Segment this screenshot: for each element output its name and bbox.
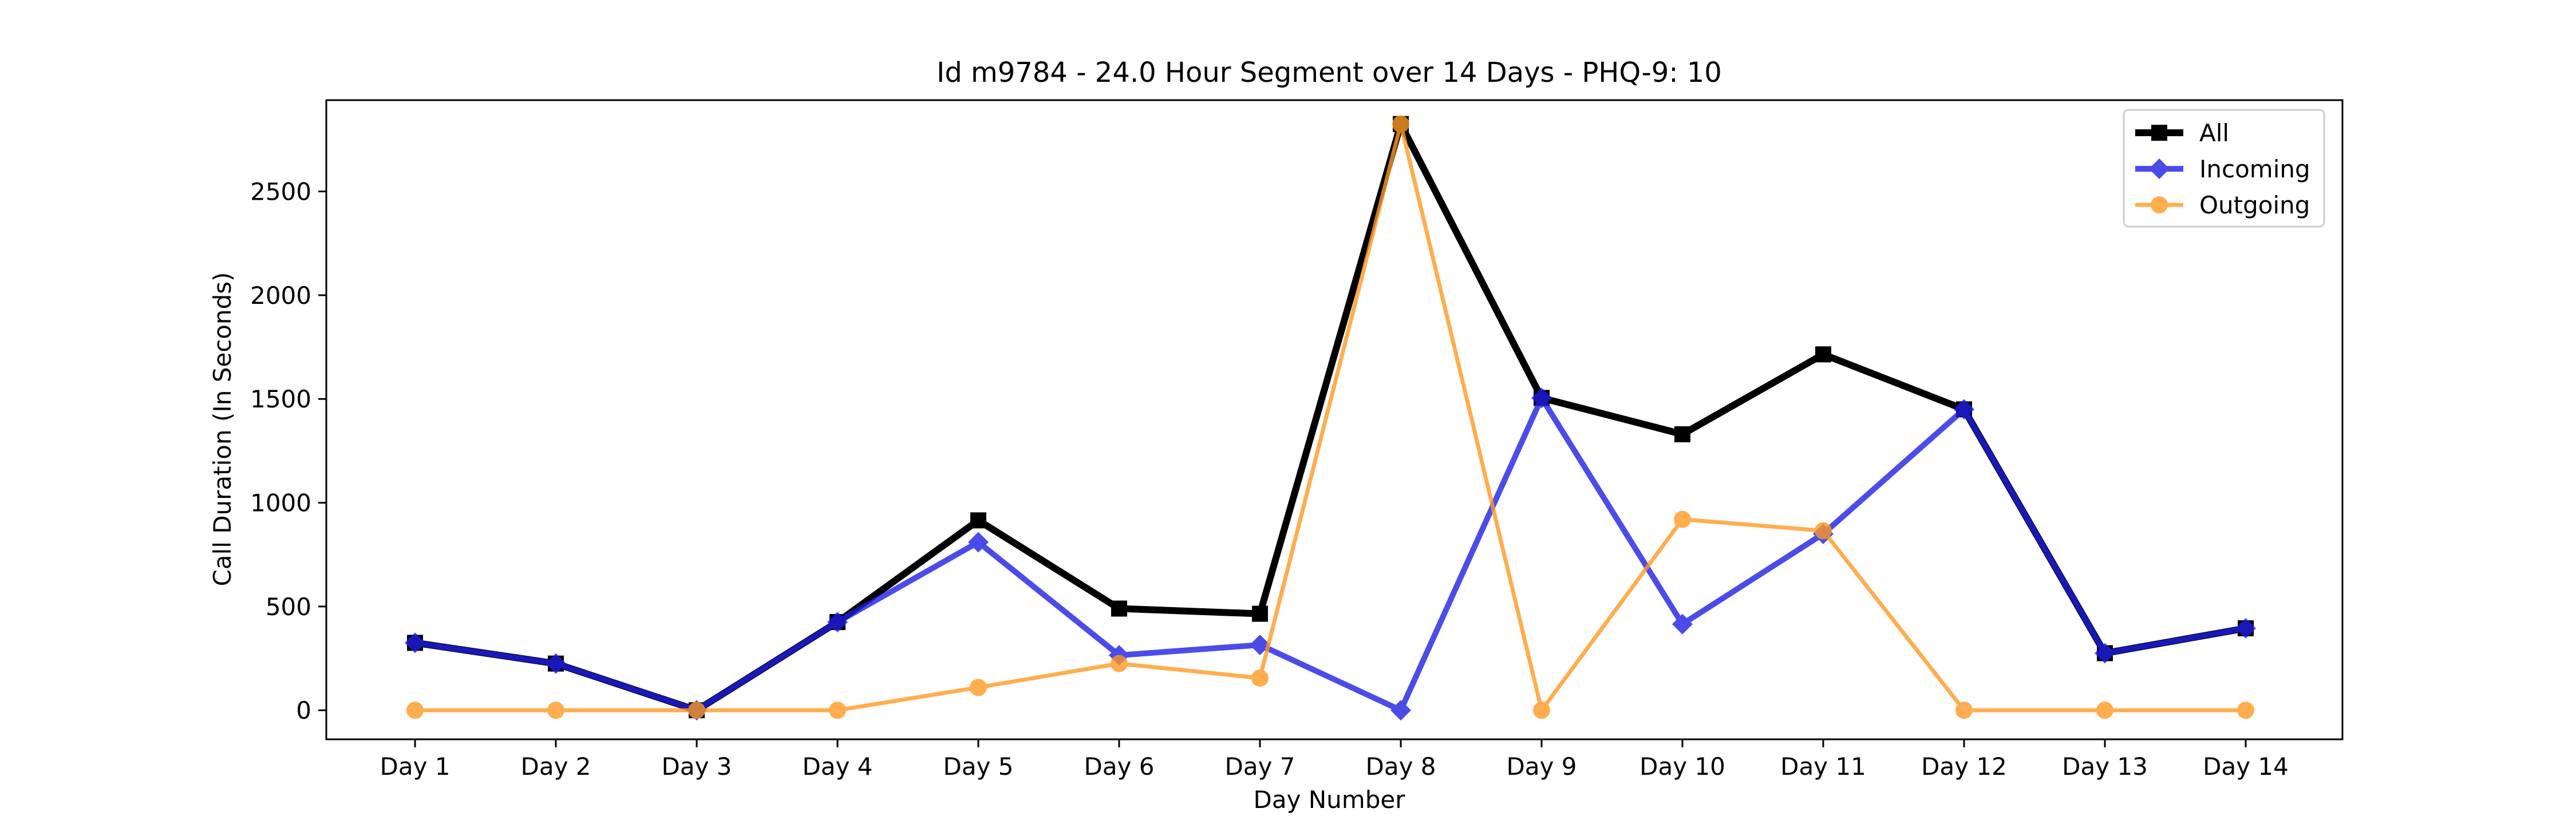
plot-series: [405, 115, 2256, 721]
data-point-outgoing: [829, 702, 846, 719]
data-point-incoming: [1672, 613, 1693, 635]
legend-item-outgoing: [2135, 196, 2183, 213]
legend-item-all: [2135, 125, 2183, 141]
data-point-outgoing: [1955, 702, 1973, 719]
y-tick-label: 2500: [250, 178, 311, 206]
data-point-outgoing: [1815, 522, 1832, 540]
legend-label-all: All: [2199, 119, 2229, 147]
data-point-outgoing: [1674, 510, 1691, 528]
y-axis-label: Call Duration (In Seconds): [208, 272, 236, 586]
y-tick-label: 500: [266, 593, 311, 621]
data-point-outgoing: [1533, 702, 1550, 719]
x-axis-label: Day Number: [1253, 786, 1405, 814]
x-tick-label: Day 14: [2203, 752, 2289, 781]
legend-marker-incoming: [2149, 159, 2170, 179]
data-point-outgoing: [2096, 702, 2113, 719]
x-tick-label: Day 5: [943, 752, 1013, 781]
legend-box: [2123, 109, 2325, 228]
data-point-incoming: [1531, 387, 1552, 409]
x-tick-label: Day 10: [1639, 752, 1725, 781]
x-tick-label: Day 3: [661, 752, 732, 781]
data-point-outgoing: [1392, 115, 1409, 133]
legend-marker-outgoing: [2151, 196, 2168, 213]
series-line-outgoing: [413, 122, 2248, 712]
legend-label-outgoing: Outgoing: [2199, 191, 2310, 219]
data-point-all: [1252, 605, 1268, 622]
axes: Day 1 Day 2 Day 3 Day 4 Day 5 Day 6 Day 7 Day 8…: [250, 99, 2344, 781]
x-tick-label: Day 8: [1365, 752, 1436, 781]
series-all: [407, 116, 2254, 719]
chart-title: Id m9784 - 24.0 Hour Segment over 14 Day…: [937, 57, 1722, 89]
y-tick-label: 0: [296, 696, 311, 724]
data-point-incoming: [2095, 643, 2115, 664]
legend: All Incoming Outgoing: [2123, 109, 2325, 228]
x-tick-label: Day 4: [802, 752, 872, 781]
plot-frame: [325, 99, 2344, 740]
data-point-all: [970, 512, 986, 529]
legend-marker-all: [2151, 125, 2167, 141]
data-point-outgoing: [970, 679, 987, 696]
legend-item-incoming: [2135, 159, 2183, 179]
data-point-outgoing: [406, 702, 424, 719]
y-tick-label: 1000: [250, 489, 311, 517]
series-incoming: [405, 387, 2256, 721]
series-line-incoming: [412, 395, 2249, 714]
x-tick-label: Day 12: [1921, 752, 2007, 781]
x-tick-label: Day 7: [1224, 752, 1295, 781]
data-point-all: [1674, 426, 1690, 442]
data-point-outgoing: [1111, 655, 1128, 672]
x-tick-label: Day 13: [2062, 752, 2148, 781]
data-point-outgoing: [2237, 702, 2254, 719]
data-point-incoming: [1954, 399, 1974, 420]
data-point-incoming: [1390, 700, 1411, 721]
x-tick-label: Day 1: [380, 752, 450, 781]
data-point-outgoing: [1251, 670, 1269, 687]
data-point-incoming: [827, 612, 848, 633]
y-tick-label: 1500: [250, 385, 311, 413]
y-tick-label: 2000: [250, 282, 311, 310]
series-outgoing: [406, 115, 2254, 719]
data-point-outgoing: [547, 702, 564, 719]
x-tick-label: Day 2: [520, 752, 591, 781]
data-point-incoming: [546, 653, 566, 674]
x-tick-label: Day 9: [1506, 752, 1577, 781]
data-point-all: [1815, 346, 1831, 363]
data-point-incoming: [405, 632, 425, 653]
legend-label-incoming: Incoming: [2199, 155, 2310, 183]
data-point-incoming: [2235, 617, 2256, 639]
x-tick-label: Day 11: [1780, 752, 1866, 781]
data-point-all: [1111, 600, 1127, 617]
data-point-incoming: [968, 532, 989, 553]
data-point-outgoing: [688, 702, 705, 719]
x-tick-label: Day 6: [1084, 752, 1154, 781]
